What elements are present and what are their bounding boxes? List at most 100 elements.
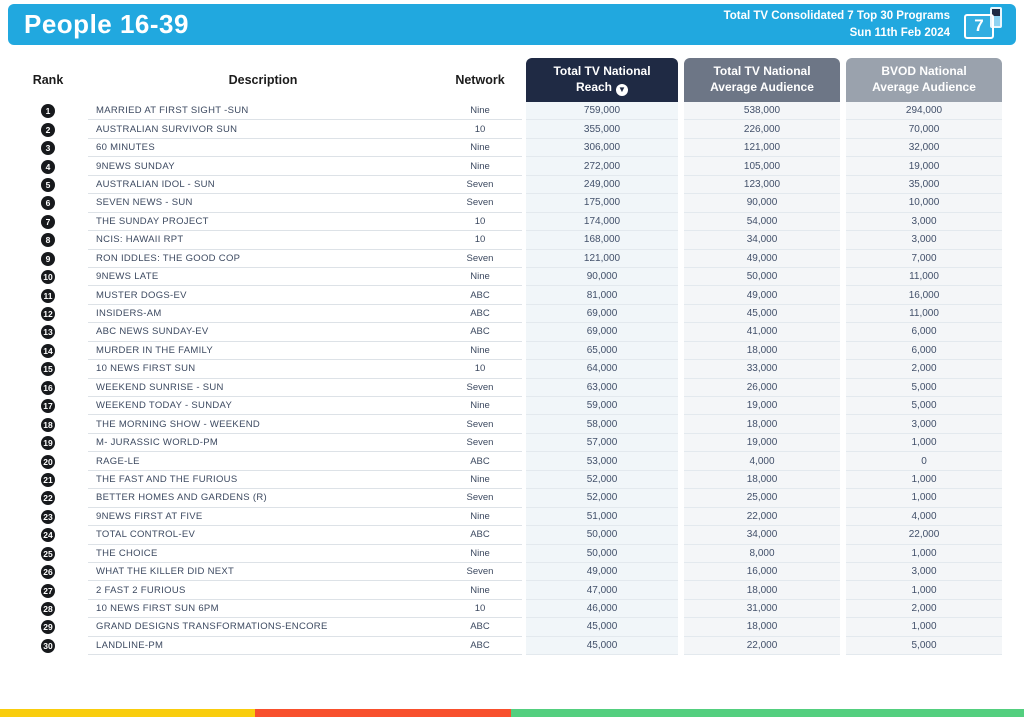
rank-cell: 19 [8,434,88,452]
cell-bvod-avg: 2,000 [846,599,1002,619]
row-network: Nine [438,139,522,158]
cell-reach: 50,000 [526,526,678,545]
row-network: Nine [438,471,522,490]
table-row: 13 ABC NEWS SUNDAY-EV ABC 69,000 41,000 … [8,323,1016,342]
cell-bvod-avg: 1,000 [846,544,1002,563]
rank-badge: 4 [41,159,55,174]
report-subtitle: Total TV Consolidated 7 Top 30 Programs … [724,8,950,40]
table-row: 11 MUSTER DOGS-EV ABC 81,000 49,000 16,0… [8,286,1016,305]
column-header-bvod-average[interactable]: BVOD National Average Audience [846,58,1002,102]
table-body: 1 MARRIED AT FIRST SIGHT -SUN Nine 759,0… [8,102,1016,656]
cell-bvod-avg: 1,000 [846,489,1002,508]
row-network: 10 [438,231,522,250]
row-network: Seven [438,176,522,195]
cell-ttv-avg: 123,000 [684,175,840,195]
cell-bvod-avg: 3,000 [846,231,1002,250]
rank-cell: 28 [8,600,88,618]
rank-cell: 1 [8,102,88,120]
reach-header-label: Total TV National Reach [553,64,651,94]
cell-bvod-avg: 6,000 [846,323,1002,342]
cell-ttv-avg: 34,000 [684,231,840,250]
cell-reach: 174,000 [526,212,678,232]
table-row: 28 10 NEWS FIRST SUN 6PM 10 46,000 31,00… [8,599,1016,619]
table-row: 26 WHAT THE KILLER DID NEXT Seven 49,000… [8,562,1016,582]
rank-badge: 26 [41,565,55,580]
row-network: Seven [438,379,522,397]
row-network: ABC [438,637,522,656]
cell-reach: 46,000 [526,599,678,619]
cell-reach: 49,000 [526,562,678,582]
table-row: 19 M- JURASSIC WORLD-PM Seven 57,000 19,… [8,433,1016,453]
row-network: 10 [438,120,522,139]
sort-descending-icon[interactable]: ▼ [616,83,629,96]
row-network: 10 [438,213,522,232]
cell-ttv-avg: 50,000 [684,267,840,287]
cell-reach: 64,000 [526,360,678,379]
cell-reach: 52,000 [526,470,678,490]
cell-bvod-avg: 0 [846,452,1002,471]
row-description: 9NEWS FIRST AT FIVE [88,508,438,527]
table-row: 20 RAGE-LE ABC 53,000 4,000 0 [8,452,1016,471]
rank-cell: 15 [8,360,88,378]
row-description: INSIDERS-AM [88,305,438,324]
cell-reach: 58,000 [526,415,678,434]
cell-bvod-avg: 22,000 [846,526,1002,545]
cell-ttv-avg: 31,000 [684,599,840,619]
cell-bvod-avg: 1,000 [846,618,1002,637]
row-description: SEVEN NEWS - SUN [88,194,438,213]
rank-badge: 14 [41,343,55,358]
rank-cell: 9 [8,250,88,268]
cell-reach: 249,000 [526,175,678,195]
rank-badge: 8 [41,233,55,248]
title-bar: People 16-39 Total TV Consolidated 7 Top… [8,4,1016,45]
cell-reach: 53,000 [526,452,678,471]
rank-badge: 25 [41,546,55,561]
table-row: 1 MARRIED AT FIRST SIGHT -SUN Nine 759,0… [8,102,1016,121]
rank-badge: 24 [41,528,55,543]
row-network: ABC [438,305,522,324]
row-description: MUSTER DOGS-EV [88,286,438,305]
cell-bvod-avg: 1,000 [846,433,1002,453]
row-description: GRAND DESIGNS TRANSFORMATIONS-ENCORE [88,618,438,637]
cell-ttv-avg: 26,000 [684,378,840,397]
rank-badge: 20 [41,454,55,469]
rank-cell: 3 [8,139,88,157]
rank-cell: 13 [8,323,88,341]
cell-reach: 272,000 [526,157,678,176]
cell-reach: 90,000 [526,267,678,287]
rank-badge: 1 [41,104,55,119]
row-description: BETTER HOMES AND GARDENS (R) [88,489,438,508]
column-header-description: Description [228,73,298,87]
cell-bvod-avg: 3,000 [846,415,1002,434]
rank-badge: 30 [41,638,55,653]
footer-stripe-yellow [0,709,255,717]
cell-ttv-avg: 18,000 [684,618,840,637]
row-network: ABC [438,323,522,342]
row-description: 10 NEWS FIRST SUN 6PM [88,600,438,619]
column-header-reach[interactable]: Total TV National Reach ▼ [526,58,678,102]
cell-ttv-avg: 45,000 [684,304,840,324]
table-row: 7 THE SUNDAY PROJECT 10 174,000 54,000 3… [8,212,1016,232]
cell-ttv-avg: 25,000 [684,489,840,508]
rank-cell: 26 [8,563,88,581]
rank-cell: 7 [8,213,88,231]
rank-cell: 23 [8,508,88,526]
row-network: Seven [438,563,522,582]
table-row: 16 WEEKEND SUNRISE - SUN Seven 63,000 26… [8,378,1016,397]
rank-badge: 18 [41,417,55,432]
column-header-ttv-average[interactable]: Total TV National Average Audience [684,58,840,102]
rank-badge: 29 [41,620,55,635]
row-description: MURDER IN THE FAMILY [88,342,438,361]
cell-bvod-avg: 5,000 [846,397,1002,416]
cell-ttv-avg: 19,000 [684,397,840,416]
cell-bvod-avg: 4,000 [846,507,1002,527]
cell-bvod-avg: 5,000 [846,378,1002,397]
cell-ttv-avg: 19,000 [684,433,840,453]
cell-ttv-avg: 105,000 [684,157,840,176]
cell-reach: 63,000 [526,378,678,397]
row-network: ABC [438,526,522,545]
rank-badge: 17 [41,399,55,414]
cell-ttv-avg: 22,000 [684,636,840,656]
row-description: RAGE-LE [88,452,438,471]
tv-screen-icon: 7 [964,13,994,39]
